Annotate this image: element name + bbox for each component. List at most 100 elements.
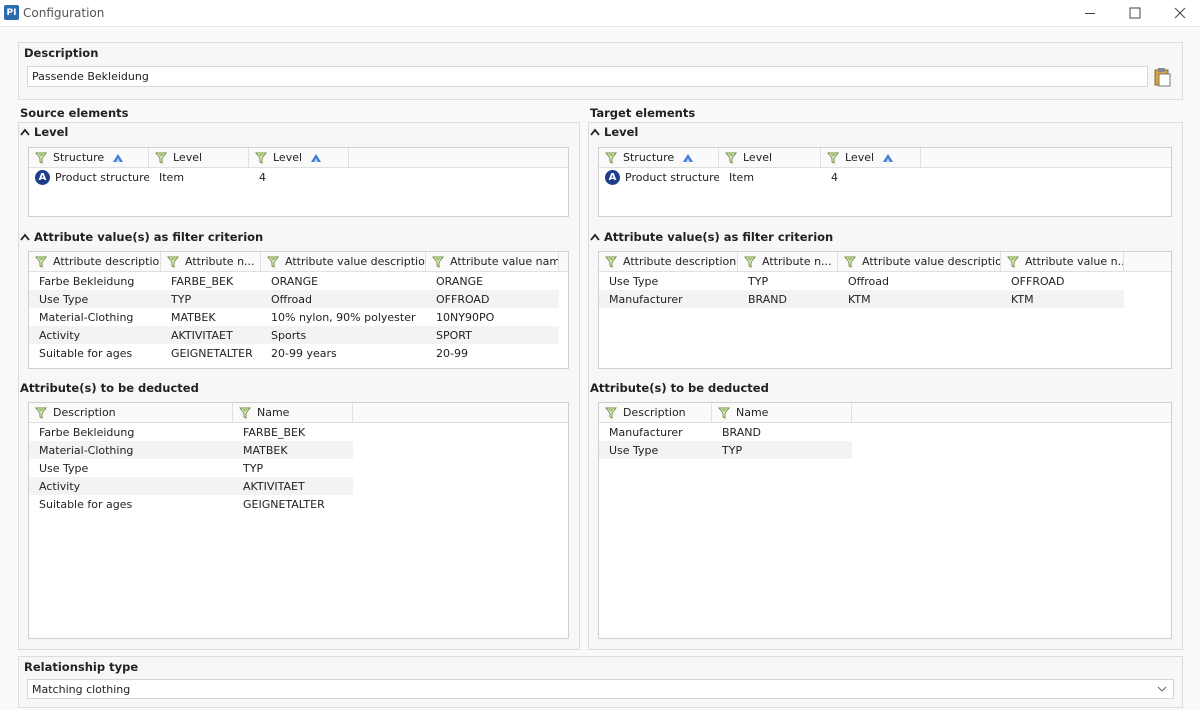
grid-cell[interactable]: Use Type bbox=[599, 272, 738, 290]
grid-cell[interactable]: FARBE_BEK bbox=[161, 272, 261, 290]
collapse-caret bbox=[20, 233, 30, 241]
cell-text: BRAND bbox=[748, 292, 787, 306]
grid-cell[interactable]: Offroad bbox=[838, 272, 1001, 290]
grid-cell[interactable]: Use Type bbox=[29, 459, 233, 477]
grid-cell[interactable]: TYP bbox=[738, 272, 838, 290]
grid-cell[interactable]: TYP bbox=[712, 441, 852, 459]
grid-cell[interactable]: Material-Clothing bbox=[29, 441, 233, 459]
grid-cell[interactable]: Use Type bbox=[599, 441, 712, 459]
paste-button[interactable] bbox=[1153, 67, 1173, 87]
grid-cell[interactable]: GEIGNETALTER bbox=[161, 344, 261, 362]
column-header[interactable]: Attribute description bbox=[599, 252, 738, 272]
grid-cell[interactable]: AKTIVITAET bbox=[161, 326, 261, 344]
grid-cell[interactable]: Material-Clothing bbox=[29, 308, 161, 326]
grid-cell[interactable]: Use Type bbox=[29, 290, 161, 308]
filter-icon bbox=[35, 407, 48, 419]
column-header[interactable]: Attribute value description bbox=[838, 252, 1001, 272]
column-header[interactable]: Level bbox=[719, 148, 821, 168]
data-grid: Attribute description Attribute n... Attri… bbox=[598, 251, 1172, 369]
grid-cell[interactable]: 4 bbox=[249, 168, 349, 186]
grid-cell[interactable]: Offroad bbox=[261, 290, 426, 308]
grid-cell[interactable]: ORANGE bbox=[426, 272, 559, 290]
grid-cell[interactable]: Activity bbox=[29, 326, 161, 344]
grid-cell[interactable]: AKTIVITAET bbox=[233, 477, 353, 495]
grid-cell[interactable]: Activity bbox=[29, 477, 233, 495]
grid-cell[interactable]: Manufacturer bbox=[599, 423, 712, 441]
column-header[interactable]: Attribute value n... bbox=[1001, 252, 1124, 272]
column-title: Level bbox=[845, 151, 875, 164]
combo-arrow[interactable] bbox=[1156, 684, 1168, 694]
column-header[interactable]: Level bbox=[249, 148, 349, 168]
column-header[interactable]: Attribute value description bbox=[261, 252, 426, 272]
cell-text: Suitable for ages bbox=[39, 346, 133, 360]
relationship-group: Relationship type Matching clothing bbox=[18, 656, 1183, 708]
relationship-combo[interactable]: Matching clothing bbox=[27, 679, 1174, 699]
grid-cell[interactable]: 20-99 years bbox=[261, 344, 426, 362]
cell-text: KTM bbox=[1011, 292, 1034, 306]
column-header[interactable]: Name bbox=[233, 403, 353, 423]
grid-cell[interactable]: Item bbox=[719, 168, 821, 186]
column-header[interactable]: Description bbox=[29, 403, 233, 423]
column-header[interactable]: Level bbox=[149, 148, 249, 168]
grid-cell[interactable]: 20-99 bbox=[426, 344, 559, 362]
column-header[interactable]: Attribute n... bbox=[161, 252, 261, 272]
column-title: Level bbox=[273, 151, 303, 164]
cell-text: Use Type bbox=[609, 274, 659, 288]
grid-cell[interactable]: KTM bbox=[838, 290, 1001, 308]
filter-icon bbox=[35, 152, 48, 164]
column-header[interactable]: Name bbox=[712, 403, 852, 423]
window-controls[interactable] bbox=[1080, 0, 1200, 27]
sort-icon bbox=[311, 153, 322, 162]
grid-cell[interactable]: TYP bbox=[233, 459, 353, 477]
cell-text: MATBEK bbox=[171, 310, 216, 324]
grid-cell[interactable]: Farbe Bekleidung bbox=[29, 272, 161, 290]
column-header[interactable]: Attribute description bbox=[29, 252, 161, 272]
grid-cell[interactable]: 10NY90PO bbox=[426, 308, 559, 326]
collapse-caret bbox=[590, 233, 600, 241]
grid-cell[interactable]: BRAND bbox=[712, 423, 852, 441]
filter-icon bbox=[827, 152, 840, 164]
column-header[interactable]: Description bbox=[599, 403, 712, 423]
grid-cell[interactable]: OFFROAD bbox=[426, 290, 559, 308]
grid-cell[interactable]: 4 bbox=[821, 168, 921, 186]
filter-icon bbox=[605, 256, 618, 268]
grid-cell[interactable]: Manufacturer bbox=[599, 290, 738, 308]
cell-text: Product structure bbox=[625, 170, 719, 184]
grid-cell[interactable]: Suitable for ages bbox=[29, 344, 161, 362]
grid-cell[interactable]: A Product structure bbox=[599, 168, 719, 186]
cell-text: BRAND bbox=[722, 425, 761, 439]
column-header[interactable]: Attribute value name bbox=[426, 252, 559, 272]
grid-cell[interactable]: BRAND bbox=[738, 290, 838, 308]
cell-text: Manufacturer bbox=[609, 425, 683, 439]
data-grid: Description Name Farbe Bekleidung FARBE_BEK… bbox=[28, 402, 569, 639]
column-header[interactable]: Level bbox=[821, 148, 921, 168]
sort-icon bbox=[113, 153, 124, 162]
grid-cell[interactable]: A Product structure bbox=[29, 168, 149, 186]
grid-cell[interactable]: Item bbox=[149, 168, 249, 186]
grid-cell[interactable]: Farbe Bekleidung bbox=[29, 423, 233, 441]
grid-cell[interactable]: Suitable for ages bbox=[29, 495, 233, 513]
section-header: Attribute value(s) as filter criterion bbox=[20, 230, 263, 244]
grid-cell[interactable]: Sports bbox=[261, 326, 426, 344]
grid-cell[interactable]: 10% nylon, 90% polyester bbox=[261, 308, 426, 326]
data-grid: Description Name Manufacturer BRAND Use Type… bbox=[598, 402, 1172, 639]
grid-cell[interactable]: ORANGE bbox=[261, 272, 426, 290]
grid-cell[interactable]: GEIGNETALTER bbox=[233, 495, 353, 513]
grid-cell[interactable]: FARBE_BEK bbox=[233, 423, 353, 441]
cell-text: AKTIVITAET bbox=[243, 479, 305, 493]
column-header[interactable]: Attribute n... bbox=[738, 252, 838, 272]
grid-cell[interactable]: KTM bbox=[1001, 290, 1124, 308]
cell-text: Suitable for ages bbox=[39, 497, 133, 511]
grid-cell[interactable]: SPORT bbox=[426, 326, 559, 344]
column-header-filler bbox=[921, 148, 1171, 168]
grid-cell[interactable]: MATBEK bbox=[233, 441, 353, 459]
grid-cell[interactable]: OFFROAD bbox=[1001, 272, 1124, 290]
description-input[interactable]: Passende Bekleidung bbox=[27, 66, 1148, 87]
grid-cell[interactable]: MATBEK bbox=[161, 308, 261, 326]
grid-cell[interactable]: TYP bbox=[161, 290, 261, 308]
column-header[interactable]: Structure bbox=[29, 148, 149, 168]
column-header[interactable]: Structure bbox=[599, 148, 719, 168]
row-icon: A bbox=[605, 169, 620, 185]
cell-text: GEIGNETALTER bbox=[171, 346, 253, 360]
